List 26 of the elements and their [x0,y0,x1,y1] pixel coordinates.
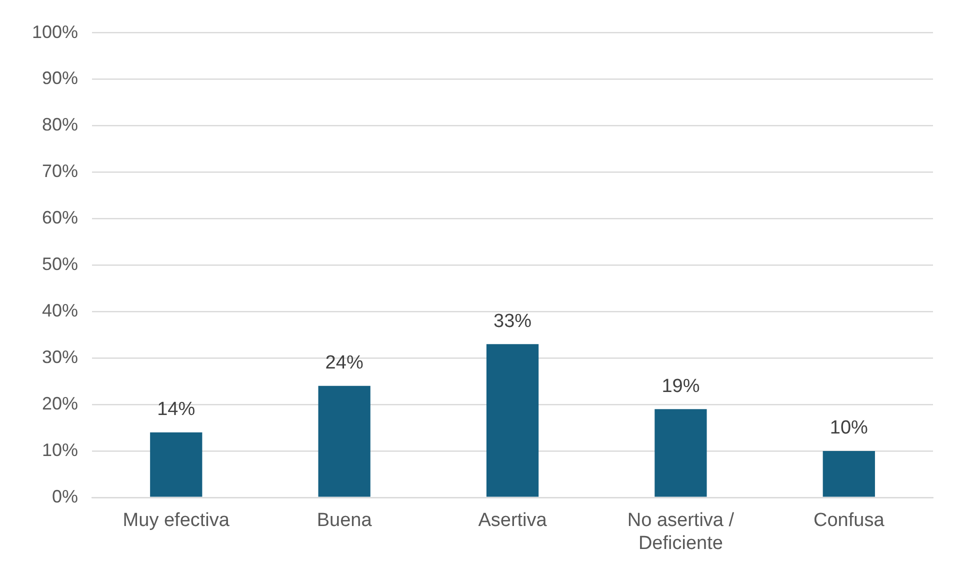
y-tick-label: 40% [42,300,78,321]
x-tick-label: Asertiva [478,510,548,532]
data-label: 33% [494,310,532,332]
data-label: 14% [157,399,196,420]
x-tick-label: Confusa [814,510,885,532]
x-tick-label: Buena [316,510,372,532]
y-tick-label: 70% [42,161,78,182]
x-tick-label: Muy efectiva [122,510,230,532]
data-label: 19% [662,376,700,397]
y-tick-label: 10% [42,440,78,460]
bar [654,409,707,497]
y-tick-label: 100% [32,22,78,42]
bar [150,432,202,497]
y-tick-label: 50% [42,254,78,274]
data-label: 10% [830,418,868,439]
x-tick-label: No asertiva / Deficiente [627,510,735,554]
y-tick-label: 20% [42,393,78,414]
y-tick-label: 80% [42,114,78,135]
y-tick-label: 90% [42,68,78,88]
y-tick-label: 60% [42,208,78,228]
bar [486,344,539,497]
data-label: 24% [325,352,364,374]
bar [822,450,875,497]
y-tick-label: 0% [52,486,78,506]
bar [318,386,370,497]
y-tick-label: 30% [42,346,78,367]
